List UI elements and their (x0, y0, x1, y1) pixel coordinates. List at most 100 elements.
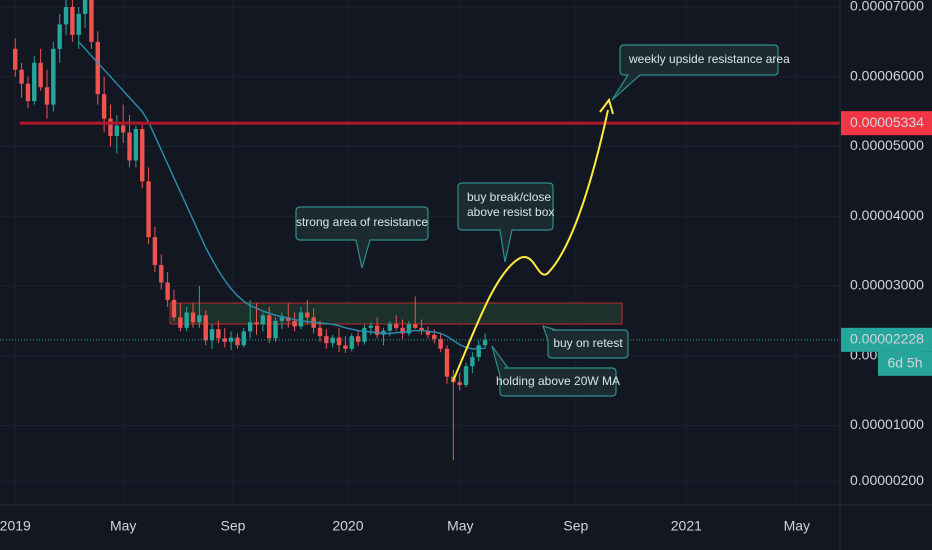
candle-body (63, 6, 69, 25)
candle-body (13, 48, 18, 70)
candle-body (387, 323, 393, 331)
y-tick-label: 0.00007000 (850, 0, 924, 14)
x-tick-label: Sep (563, 518, 588, 534)
candle-body (413, 324, 418, 328)
candle-body (38, 62, 43, 88)
candle-body (267, 315, 272, 339)
candle-body (349, 336, 354, 349)
y-tick-label: 0.00004000 (850, 207, 924, 223)
candle-body (324, 336, 329, 344)
candle-body (159, 265, 164, 283)
candle-body (152, 237, 158, 266)
candle-body (457, 382, 462, 386)
x-tick-label: May (784, 518, 810, 534)
candle-body (254, 322, 259, 325)
candle-body (108, 118, 113, 137)
candle-body (57, 24, 62, 49)
candle-body (260, 315, 266, 325)
candle-body (133, 129, 139, 161)
marks (0, 0, 840, 461)
y-tick-label: 0.00003000 (850, 277, 924, 293)
candle-body (355, 336, 361, 342)
candle-body (178, 317, 183, 328)
candle-body (247, 322, 253, 332)
countdown-label: 6d 5h (887, 355, 922, 371)
annotation: above resist box (467, 205, 554, 219)
candle-body (51, 48, 56, 105)
candle-body (368, 325, 373, 328)
candle-body (476, 345, 481, 358)
candle-body (222, 338, 227, 342)
candle-body (89, 0, 94, 42)
candle-body (120, 125, 126, 133)
candle-body (70, 6, 75, 35)
candle-body (425, 330, 431, 335)
candle-body (286, 317, 291, 321)
x-tick-label: Sep (221, 518, 246, 534)
y-tick-label: 0.00001000 (850, 416, 924, 432)
annotation: buy on retest (553, 336, 623, 350)
candle-body (127, 132, 132, 161)
y-tick-label: 0.00005000 (850, 137, 924, 153)
candle-body (470, 357, 475, 367)
resistance-label-box (841, 111, 932, 136)
y-tick-label: 0.00006000 (850, 67, 924, 83)
y-tick-label: 0.00000200 (850, 472, 924, 488)
x-tick-label: 2021 (671, 518, 702, 534)
callout (457, 182, 554, 263)
candle-body (146, 181, 151, 238)
last-price-box (841, 327, 932, 352)
candle-body (76, 13, 81, 35)
candle-body (165, 282, 170, 300)
candle-body (241, 331, 247, 346)
annotation: strong area of resistance (296, 215, 428, 229)
callout (491, 345, 617, 397)
candle-body (330, 337, 335, 344)
candle-body (95, 41, 100, 95)
candle-body (438, 338, 443, 349)
candle-body (298, 312, 304, 327)
resistance-label: 0.00005334 (850, 114, 924, 130)
candle-body (197, 315, 202, 323)
candle-body (463, 366, 469, 386)
candle-body (406, 324, 412, 334)
candle-body (336, 337, 342, 346)
candle-body (44, 87, 50, 105)
annotation: weekly upside resistance area (628, 52, 790, 66)
candle-body (25, 83, 31, 102)
candle-body (419, 327, 424, 331)
candle-body (305, 312, 310, 318)
candle-body (32, 62, 37, 102)
candle-body (82, 0, 88, 14)
annotation: buy break/close (467, 190, 551, 204)
candle-body (432, 334, 437, 339)
candle-body (482, 339, 488, 346)
candle-body (114, 125, 120, 137)
candle-body (400, 327, 405, 334)
projection-path (452, 109, 609, 382)
candle-body (171, 299, 177, 318)
candle-body (216, 329, 221, 339)
candle-body (203, 315, 208, 341)
moving-average (78, 41, 486, 350)
last-price-label: 0.00002228 (850, 331, 924, 347)
grid (0, 0, 840, 505)
candle-body (374, 325, 380, 335)
countdown-box (878, 351, 932, 376)
candle-body (235, 337, 240, 346)
candle-body (273, 320, 278, 339)
x-tick-label: May (110, 518, 136, 534)
candle-body (292, 320, 297, 327)
candle-body (317, 327, 323, 337)
price-axis (840, 0, 932, 550)
candle-body (279, 317, 285, 321)
candle-body (184, 312, 189, 328)
annotation: holding above 20W MA (496, 374, 620, 388)
projection-arrowhead (599, 97, 614, 115)
x-tick-label: 2019 (0, 518, 31, 534)
candle-body (393, 323, 399, 328)
candle-body (444, 348, 450, 377)
candle-body (209, 329, 215, 341)
candle-body (362, 327, 367, 342)
